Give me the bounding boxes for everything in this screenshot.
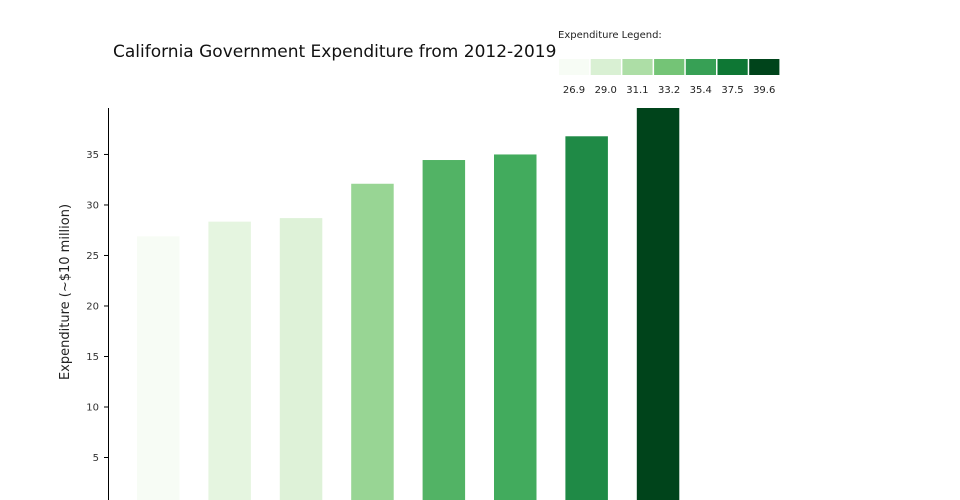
legend-swatch-3	[622, 59, 653, 75]
legend-swatch-4	[654, 59, 685, 75]
legend-swatch-7	[749, 59, 780, 75]
legend-label: 26.9	[563, 85, 585, 96]
y-tick-label: 10	[86, 402, 99, 413]
y-axis-label: Expenditure (~$10 million)	[58, 204, 73, 380]
legend-swatch-5	[685, 59, 716, 75]
legend-label: 33.2	[658, 85, 680, 96]
y-tick-label: 5	[93, 453, 99, 464]
legend-swatch-6	[717, 59, 748, 75]
y-tick-label: 35	[86, 150, 99, 161]
bar-5	[422, 160, 466, 500]
bar-3	[279, 218, 323, 500]
legend-swatch-2	[590, 59, 621, 75]
bar-1	[137, 236, 180, 500]
y-tick-label: 20	[86, 301, 99, 312]
bar-4	[351, 183, 394, 500]
legend: Expenditure Legend: 26.9 29.0 31.1 33.2 35.4…	[558, 30, 780, 96]
y-tick-label: 30	[86, 200, 99, 211]
legend-label: 35.4	[690, 85, 712, 96]
bar-2	[208, 221, 251, 500]
y-tick-label: 15	[86, 352, 99, 363]
y-tick-label: 25	[86, 251, 99, 262]
legend-label: 29.0	[595, 85, 617, 96]
legend-label: 37.5	[721, 85, 743, 96]
legend-label: 39.6	[753, 85, 775, 96]
chart-title: California Government Expenditure from 2…	[113, 42, 556, 62]
legend-swatch-1	[559, 59, 590, 75]
legend-title: Expenditure Legend:	[558, 30, 662, 41]
legend-label: 31.1	[626, 85, 648, 96]
bar-8	[636, 108, 680, 500]
bar-7	[565, 136, 608, 500]
bar-6	[494, 154, 537, 500]
